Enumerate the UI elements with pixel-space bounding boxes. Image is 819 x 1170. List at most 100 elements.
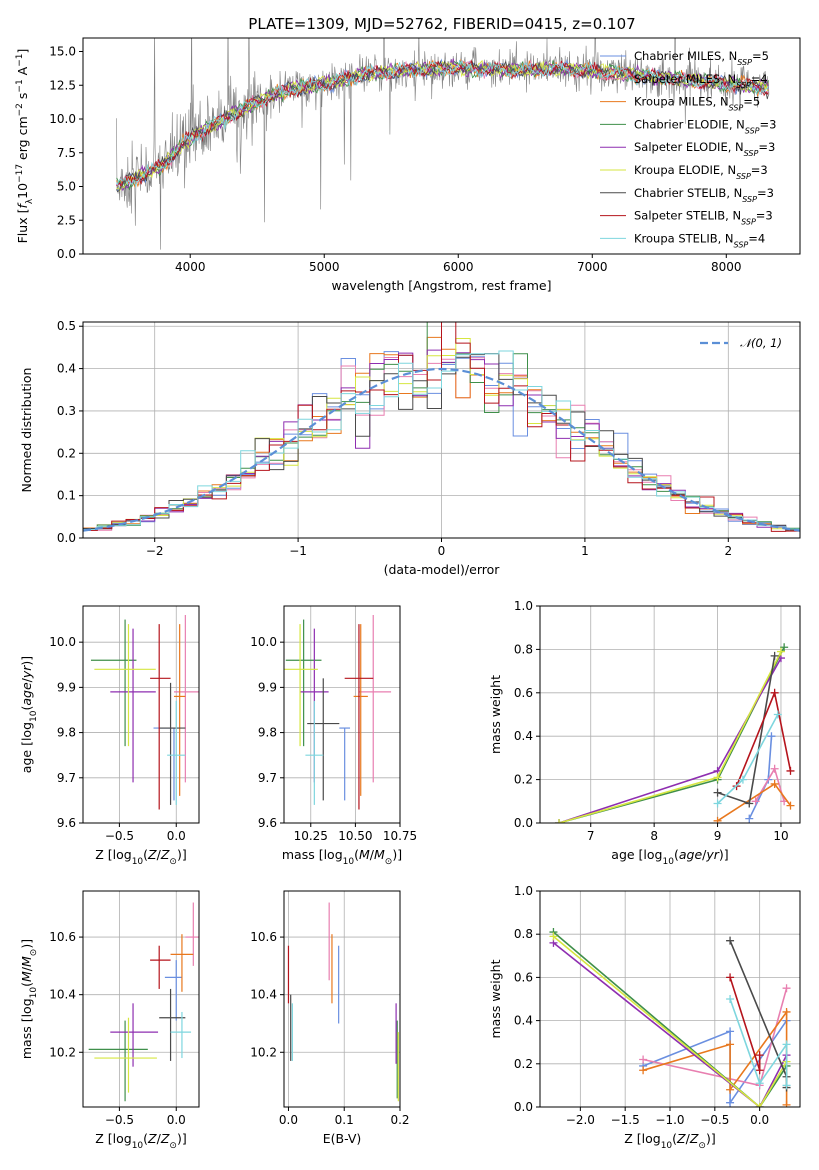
y-tick-label: 9.6 — [258, 816, 277, 830]
x-axis-label: (data-model)/error — [384, 562, 501, 577]
y-tick-label: 0.4 — [514, 729, 533, 743]
axes-frame — [283, 890, 401, 1108]
errorbar-chabrier-stelib — [159, 988, 186, 1061]
x-axis-label: wavelength [Angstrom, rest frame] — [331, 278, 551, 293]
y-tick-label: 10.2 — [250, 1045, 277, 1059]
weight-marker-salpeter-miles — [782, 984, 791, 993]
x-tick-label: 10 — [773, 829, 788, 843]
y-tick-label: 0.4 — [514, 1014, 533, 1028]
weight-marker-chabrier-miles — [767, 732, 776, 741]
y-axis-label: mass weight — [488, 959, 503, 1038]
plot-area — [83, 322, 800, 532]
x-axis-label: Z [log10(Z/Z⊙)] — [95, 1131, 187, 1151]
errorbar-salpeter-stelib — [150, 945, 171, 989]
y-tick-label: 0.8 — [514, 927, 533, 941]
weight-marker-kroupa-miles — [713, 816, 722, 823]
y-tick-label: 0.3 — [57, 404, 76, 418]
y-tick-label: 9.9 — [258, 680, 277, 694]
x-tick-label: 0.1 — [335, 1113, 354, 1127]
y-tick-label: 10.4 — [250, 988, 277, 1002]
y-tick-label: 9.8 — [57, 726, 76, 740]
x-axis-label: age [log10(age/yr)] — [611, 847, 728, 867]
y-tick-label: 10.6 — [49, 930, 76, 944]
weight-line-kroupa-miles — [717, 782, 792, 822]
weight-marker-chabrier-miles — [726, 1027, 735, 1036]
weight-marker-kroupa-elodie — [776, 647, 785, 656]
errorbar-chabrier-miles — [339, 727, 351, 801]
weight-line-kroupa-elodie — [558, 651, 782, 823]
weight-marker-chabrier-stelib — [726, 936, 735, 945]
x-axis-label: mass [log10(M/M⊙)] — [282, 847, 402, 867]
y-tick-label: 0.6 — [514, 970, 533, 984]
weight-marker-kroupa-stelib — [782, 1081, 791, 1090]
weight-marker-chabrier-stelib — [713, 788, 722, 797]
x-tick-label: −2.0 — [566, 1113, 595, 1127]
plot-area — [116, 38, 770, 250]
y-tick-label: 10.0 — [250, 635, 277, 649]
weight-marker-salpeter-stelib — [786, 766, 795, 775]
x-tick-label: −1.0 — [655, 1113, 684, 1127]
x-tick-label: 4000 — [175, 260, 206, 274]
weight-marker-salpeter-miles — [751, 797, 760, 806]
x-tick-label: 10.75 — [383, 829, 417, 843]
y-tick-label: 10.4 — [49, 988, 76, 1002]
model-spectrum-kroupa-elodie — [116, 59, 769, 192]
y-axis-label: mass [log10(M/M⊙)] — [19, 939, 39, 1059]
x-tick-label: 8 — [650, 829, 658, 843]
model-spectrum-salpeter-elodie — [116, 58, 769, 191]
weight-marker-chabrier-elodie — [780, 643, 789, 652]
weight-marker-kroupa-miles — [786, 801, 795, 810]
weight-marker-kroupa-stelib — [738, 775, 747, 784]
y-tick-label: 9.9 — [57, 680, 76, 694]
panel-mass_vs_ebv: 0.0 0.1 0.2 10.2 10.4 10.6 E(B-V) — [250, 890, 410, 1146]
panel-mass_vs_Z: −0.5 0.0 10.2 10.4 10.6 Z [log10(Z/Z⊙)] mass [… — [19, 890, 200, 1151]
legend-label-chabrier-miles: Chabrier MILES, NSSP=5 — [634, 49, 769, 67]
panel-massweight_vs_Z: −2.0 −1.5 −1.0 −0.5 0.0 0.0 0.2 0.4 0.6 0.8 1.0 Z [… — [488, 884, 801, 1151]
model-spectrum-kroupa-stelib — [116, 59, 769, 187]
weight-marker-chabrier-miles — [745, 814, 754, 823]
x-tick-label: 1 — [581, 544, 589, 558]
weight-marker-salpeter-miles — [639, 1055, 648, 1064]
y-tick-label: 0.2 — [514, 1057, 533, 1071]
weight-marker-kroupa-elodie — [555, 819, 564, 823]
x-tick-label: 0.2 — [390, 1113, 409, 1127]
x-tick-label: −2 — [146, 544, 164, 558]
weight-marker-kroupa-miles — [782, 1007, 791, 1016]
weight-marker-chabrier-stelib — [770, 651, 779, 660]
y-tick-label: 0.2 — [57, 446, 76, 460]
plot-area — [555, 643, 795, 823]
y-tick-label: 2.5 — [57, 213, 76, 227]
y-tick-label: 0.2 — [514, 773, 533, 787]
weight-marker-salpeter-miles — [770, 764, 779, 773]
x-tick-label: −1 — [289, 544, 307, 558]
axes-frame — [539, 605, 801, 824]
x-tick-label: 0 — [438, 544, 446, 558]
y-axis-label: Flux [fλ10−17 erg cm−2 s−1 A−1] — [15, 49, 35, 244]
axes-frame — [283, 605, 401, 824]
model-spectrum-salpeter-stelib — [116, 60, 769, 187]
panel-spectrum: 4000 5000 6000 7000 8000 0.0 2.5 5.0 7.5 10.0 12.5… — [15, 37, 801, 293]
weight-marker-kroupa-miles — [726, 1040, 735, 1049]
legend-label-normal: 𝒩(0, 1) — [740, 336, 782, 350]
y-tick-label: 9.8 — [258, 726, 277, 740]
weight-marker-kroupa-stelib — [726, 995, 735, 1003]
x-tick-label: 9 — [714, 829, 722, 843]
weight-marker-chabrier-miles — [726, 1098, 735, 1107]
weight-line-salpeter-elodie — [558, 657, 782, 823]
x-tick-label: −0.5 — [105, 1113, 134, 1127]
y-tick-label: 1.0 — [514, 884, 533, 898]
weight-marker-kroupa-elodie — [755, 1103, 764, 1107]
grid — [284, 891, 401, 1107]
weight-marker-kroupa-elodie — [713, 773, 722, 782]
histogram-chabrier-stelib — [83, 353, 800, 531]
axes-frame — [82, 890, 200, 1108]
y-tick-label: 10.0 — [49, 112, 76, 126]
errorbar-kroupa-stelib — [305, 700, 324, 805]
legend-label-salpeter-stelib: Salpeter STELIB, NSSP=3 — [634, 209, 773, 227]
plot-area — [287, 902, 399, 1102]
legend-label-salpeter-miles: Salpeter MILES, NSSP=4 — [634, 72, 768, 90]
errorbar-chabrier-stelib — [307, 678, 340, 801]
y-tick-label: 12.5 — [49, 78, 76, 92]
y-axis-label: Normed distribution — [19, 368, 34, 493]
errorbar-chabrier-elodie — [285, 619, 322, 747]
